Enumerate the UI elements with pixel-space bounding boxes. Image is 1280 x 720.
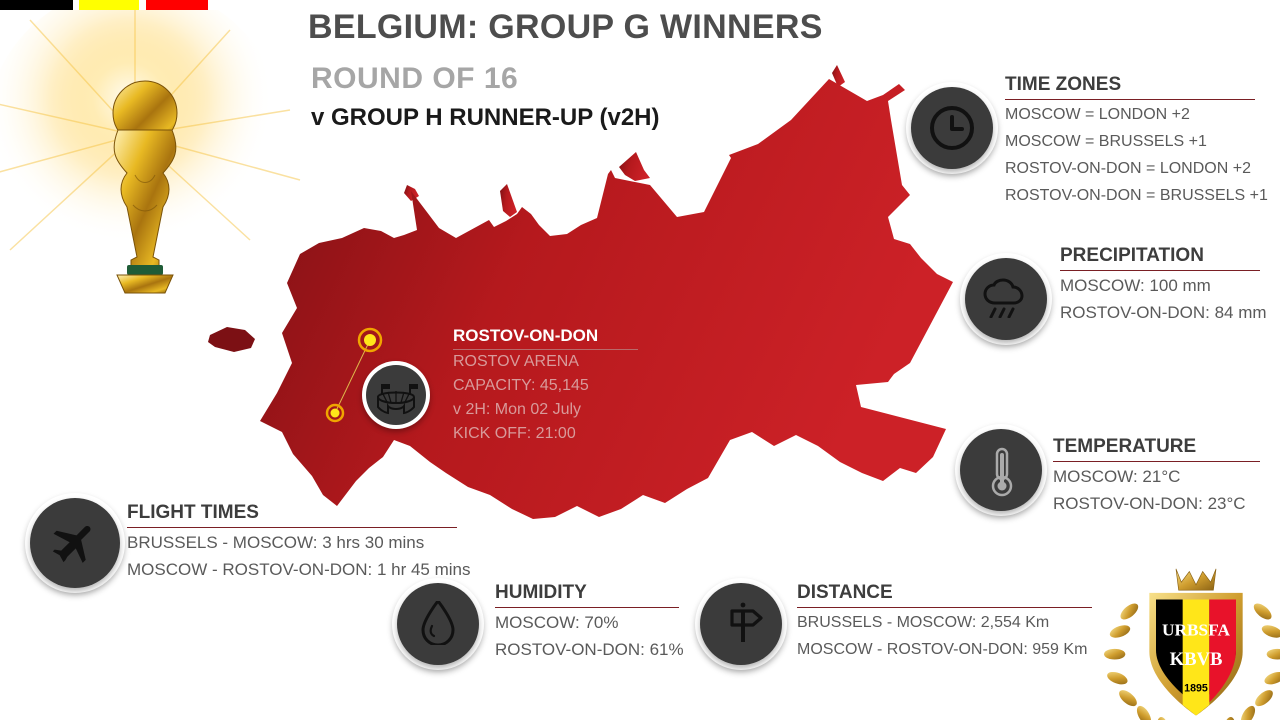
svg-text:KBVB: KBVB	[1170, 649, 1223, 670]
svg-text:URBSFA: URBSFA	[1162, 621, 1231, 640]
svg-text:1895: 1895	[1184, 683, 1208, 695]
